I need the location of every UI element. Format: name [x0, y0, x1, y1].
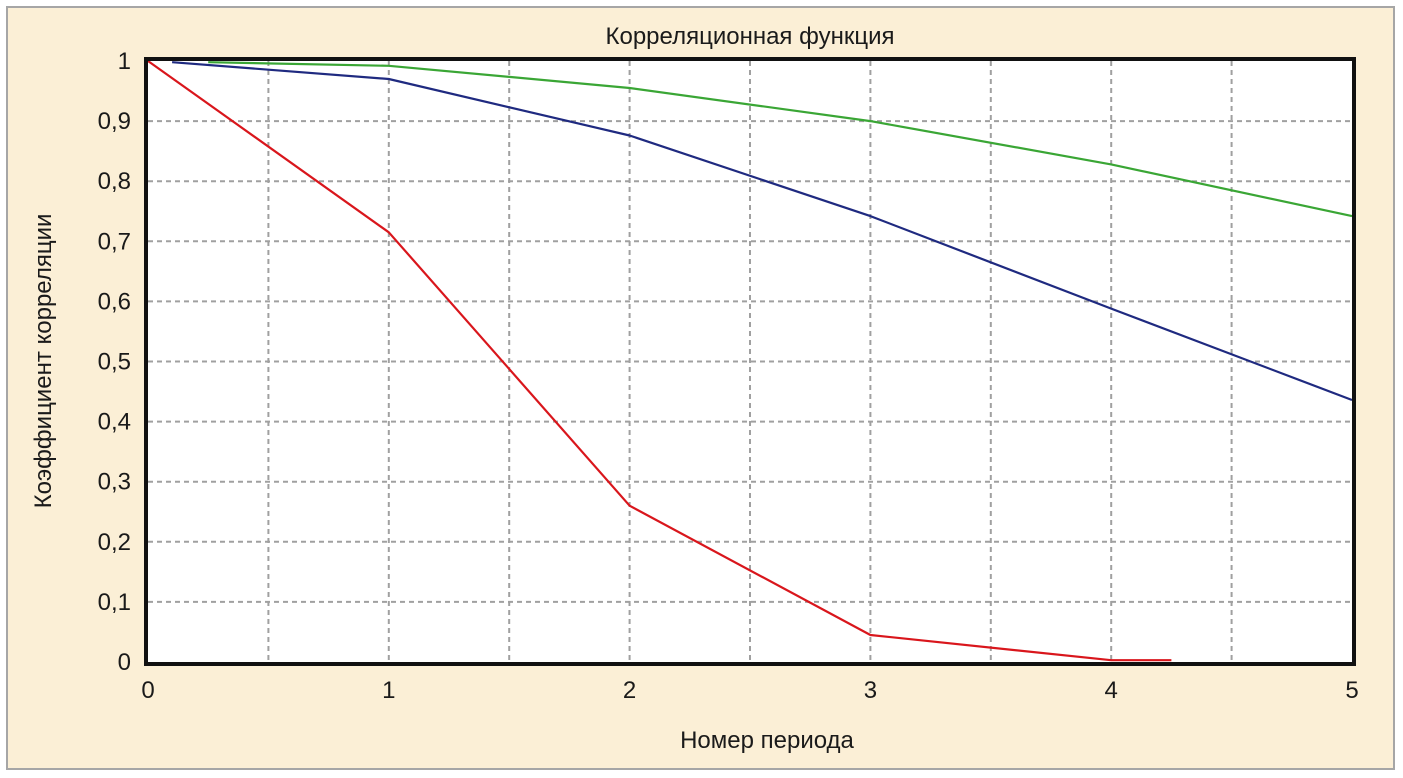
- y-tick-label: 0: [118, 649, 131, 676]
- x-tick-label: 1: [382, 677, 395, 704]
- y-tick-labels: 0 0,1 0,2 0,3 0,4 0,5 0,6 0,7 0,8 0,9 1: [98, 48, 131, 676]
- x-tick-label: 0: [141, 677, 154, 704]
- grid-lines: [148, 61, 1352, 662]
- plot-border: [144, 57, 1356, 666]
- series-line-2: [172, 61, 1353, 402]
- y-tick-label: 0,7: [98, 228, 131, 255]
- x-tick-labels: 0 1 2 3 4 5: [141, 677, 1358, 704]
- y-tick-label: 0,2: [98, 529, 131, 556]
- y-tick-label: 0,6: [98, 288, 131, 315]
- chart-title: Корреляционная функция: [606, 23, 895, 50]
- series-lines: [147, 60, 1353, 662]
- y-tick-label: 0,4: [98, 409, 131, 436]
- x-tick-label: 5: [1345, 677, 1358, 704]
- y-axis-title: Коэффициент корреляции: [30, 214, 57, 509]
- y-tick-label: 1: [118, 48, 131, 75]
- x-tick-label: 2: [623, 677, 636, 704]
- y-tick-label: 0,3: [98, 469, 131, 496]
- y-tick-label: 0,5: [98, 349, 131, 376]
- y-tick-label: 0,1: [98, 589, 131, 616]
- x-axis-title: Номер периода: [680, 727, 854, 754]
- y-tick-label: 0,8: [98, 168, 131, 195]
- series-line-3: [208, 61, 1353, 218]
- y-tick-label: 0,9: [98, 108, 131, 135]
- series-line-1: [147, 60, 1172, 662]
- x-tick-label: 4: [1105, 677, 1118, 704]
- x-tick-label: 3: [864, 677, 877, 704]
